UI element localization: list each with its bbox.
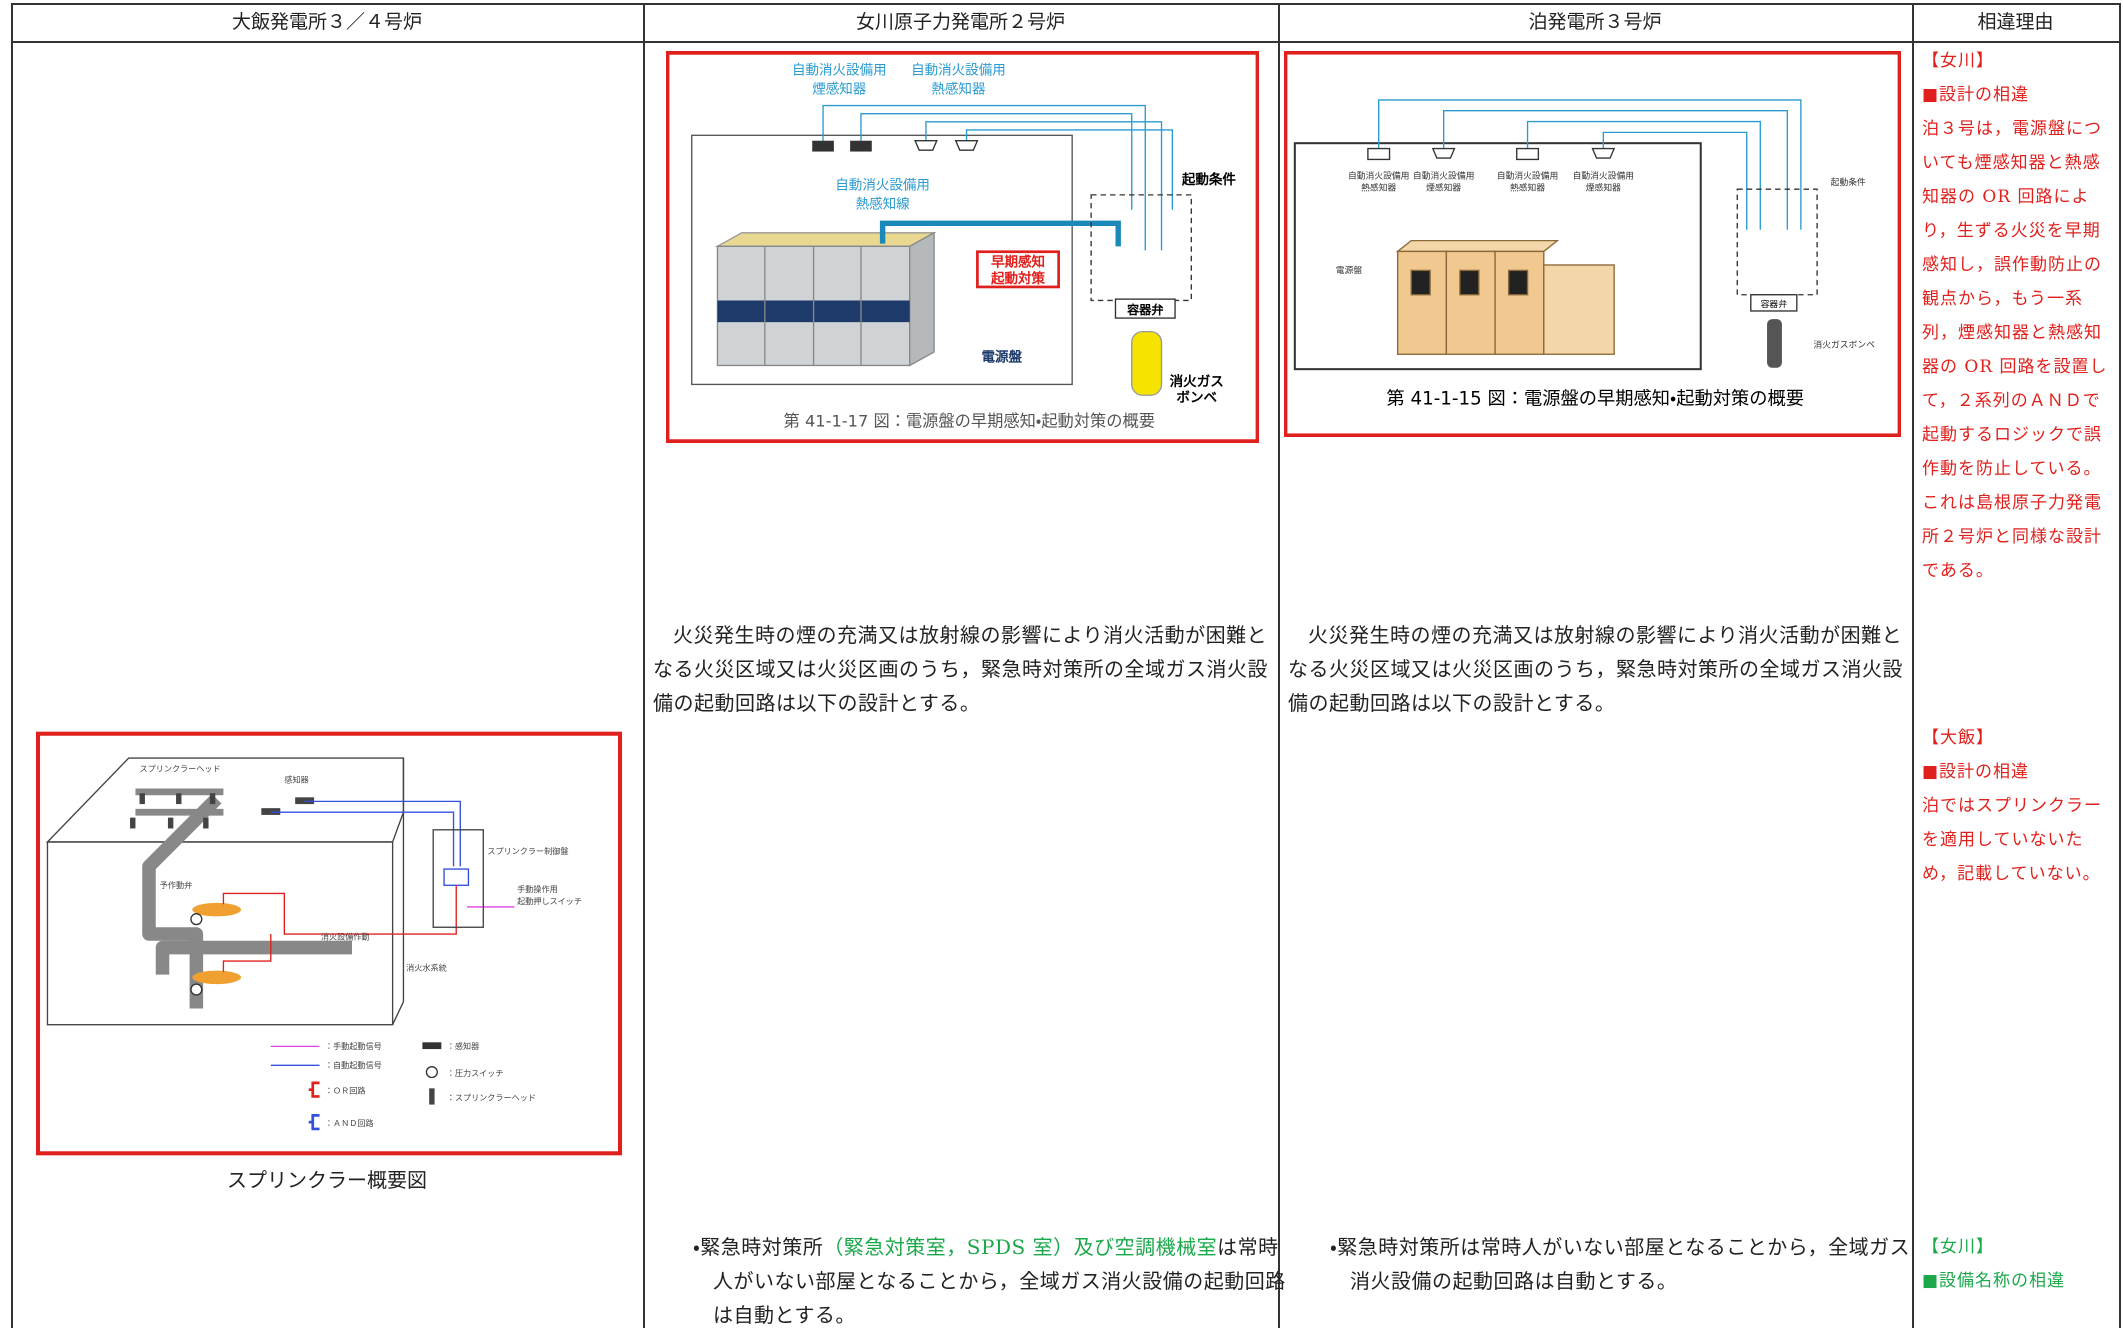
figure-label: 電源盤 [1336,264,1363,276]
figure-label: 早期感知 [991,254,1045,271]
control-panel [432,829,484,928]
figure-label: ボンベ [1176,390,1217,406]
gas-cylinder [1131,330,1163,396]
table-border [11,41,2119,43]
bullet: ・緊急時対策所は常時人がいない部屋となることから，全域ガス消火設備の起動回路は自… [1330,1235,1911,1293]
room [1293,142,1702,371]
figure-label: 煙感知器 [1586,182,1621,194]
figure-label: 起動押しスイッチ [517,896,582,906]
signal-lines [1378,99,1802,230]
column-header: 泊発電所３号炉 [1528,11,1662,33]
figure-label: 自動消火設備用 [1348,169,1409,181]
column-header: 大飯発電所３／４号炉 [231,11,422,33]
column-header: 相違理由 [1977,11,2054,33]
figure-label: 起動条件 [1181,171,1237,188]
paragraph: 火災発生時の煙の充満又は放射線の影響により消火活動が困難となる火災区域又は火災区… [653,623,1268,715]
legend-label: ：スプリンクラーヘッド [447,1093,536,1103]
figure-label: 消火設備作動 [321,931,370,941]
figure-label: 感知器 [284,774,308,784]
table-border [11,3,2119,5]
figure-label: 熱感知器 [1361,182,1396,194]
container-valve [1114,298,1176,319]
bullet: ・緊急時対策所（緊急対策室，SPDS 室）及び空調機械室は常時人がいない部屋とな… [693,1230,1293,1328]
reason-body: 泊３号は，電源盤についても煙感知器と熱感知器の OR 回路により，生ずる火災を早… [1922,119,2108,581]
reason: 【女川】 ■設計の相違 泊３号は，電源盤についても煙感知器と熱感知器の OR 回… [1922,44,2114,588]
reason-body: 泊ではスプリンクラーを適用していないため，記載していない。 [1922,796,2102,884]
container-valve [1750,294,1798,312]
paragraph: 火災発生時の煙の充満又は放射線の影響により消火活動が困難となる火災区域又は火災区… [1288,623,1903,715]
figure-label: 自動消火設備用 [1573,169,1634,181]
table-border [1912,3,1914,1328]
detectors [812,140,979,152]
heat-wire [879,220,1121,247]
reason-heading: ■設計の相違 [1922,762,2030,782]
onagawa-figure: 自動消火設備用 煙感知器 自動消火設備用 熱感知器 自動消火設備用 熱感知線 [666,51,1259,443]
figure-label: 消火ガスボンベ [1813,339,1875,351]
bullet-text: ・緊急時対策所 [693,1235,824,1259]
detectors [1367,147,1616,161]
legend-label: ：感知器 [447,1041,479,1051]
reason-tag: 【大飯】 [1922,728,1994,748]
legend-label: ：ＡＮＤ回路 [325,1118,374,1128]
legend-label: ：ＯＲ回路 [325,1086,366,1096]
valves [190,902,242,996]
figure-label: 自動消火設備用 [1413,169,1474,181]
pipes [135,788,353,1009]
figure-label: 手動操作用 [517,884,558,894]
figure-label: スプリンクラーヘッド [140,764,221,774]
figure-label: 自動消火設備用 [1497,169,1558,181]
reason: 【女川】 ■設備名称の相違 [1922,1230,2114,1298]
figure-label: 予作動弁 [160,880,192,890]
figure-label: 電源盤 [981,348,1022,365]
figure-label: 容器弁 [1761,298,1788,310]
figure-label: 消火水系統 [406,963,447,973]
figure-caption: 第 41-1-17 図：電源盤の早期感知・起動対策の概要 [784,411,1155,430]
legend-label: ：圧力スイッチ [447,1068,504,1078]
figure-label: 消火ガス [1170,373,1224,390]
bullet-highlight: （緊急対策室，SPDS 室）及び空調機械室 [823,1235,1218,1259]
table-border [11,3,13,1328]
start-condition-box [1736,188,1818,296]
figure-label: スプリンクラー制御盤 [487,846,568,856]
or-signal [222,885,457,972]
power-panel [714,231,937,367]
figure-label: 容器弁 [1127,302,1164,317]
reason: 【大飯】 ■設計の相違 泊ではスプリンクラーを適用していないため，記載していない… [1922,721,2114,891]
figure-label: 自動消火設備用 [911,62,1006,78]
figure-frame [1284,51,1901,437]
power-panel [1395,239,1615,355]
tomari-figure: 自動消火設備用 熱感知器 自動消火設備用 煙感知器 自動消火設備用 熱感知器 自… [1284,51,1901,437]
figure-label: 熱感知線 [856,195,911,212]
bullet-text: は常時人がいない部屋となることから，全域ガス消火設備の起動回路は自動とする。 [713,1235,1286,1327]
column-header: 女川原子力発電所２号炉 [855,11,1065,33]
table-border [1278,3,1280,1328]
reason-heading: ■設備名称の相違 [1922,1271,2066,1291]
reason-tag: 【女川】 [1922,1237,1994,1257]
gas-cylinder [1767,319,1782,368]
room [691,134,1073,386]
figure-label: 起動対策 [990,270,1046,287]
figure-label: 煙感知器 [1426,182,1461,194]
legend: ：手動起動信号 ：自動起動信号 ：ＯＲ回路 ：ＡＮＤ回路 ：感知器 ：圧力スイッ… [270,1041,536,1131]
early-detection-box [976,250,1060,289]
table-border [2119,3,2121,1328]
legend-label: ：手動起動信号 [325,1041,382,1051]
ohi-figure: スプリンクラーヘッド 感知器 スプリンクラー制御盤 予作動弁 手動操作用 起動押… [35,731,623,1156]
figure-label: 自動消火設備用 [792,62,887,78]
figure-label: 自動消火設備用 [835,177,930,193]
figure-label: 熱感知器 [931,80,986,97]
figure-label: 煙感知器 [812,80,867,97]
figure-label: 起動条件 [1831,176,1866,188]
figure-caption: 第 41-1-15 図：電源盤の早期感知・起動対策の概要 [1386,388,1804,409]
legend-label: ：自動起動信号 [325,1060,382,1070]
figure-caption: スプリンクラー概要図 [227,1168,427,1192]
signal-lines [822,104,1174,251]
table-border [643,3,645,1328]
reason-tag: 【女川】 [1922,51,1994,71]
reason-heading: ■設計の相違 [1922,85,2030,105]
figure-label: 熱感知器 [1510,182,1545,194]
